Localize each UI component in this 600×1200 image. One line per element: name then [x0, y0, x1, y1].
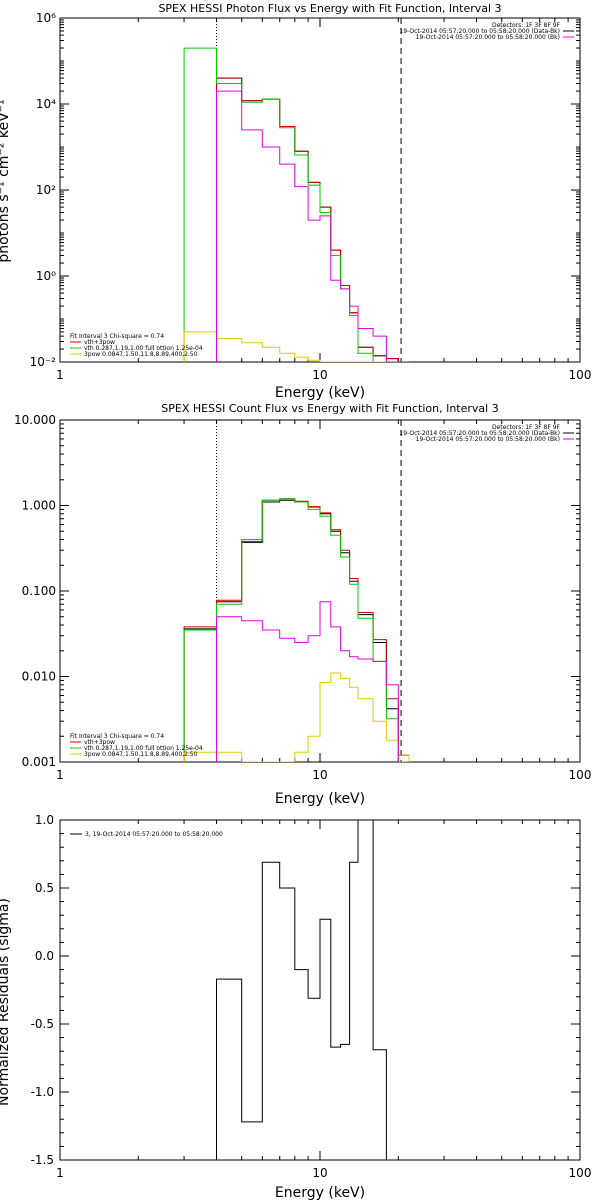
legend-text: Fit Interval 3 Chi-square = 0.74 [70, 733, 164, 740]
series-line [183, 672, 410, 762]
legend-text: 19-Oct-2014 05:57:20.000 to 05:58:20.000… [416, 436, 560, 443]
x-tick-label: 10 [312, 368, 327, 382]
y-tick-label: -1.5 [31, 1153, 54, 1167]
x-tick-label: 1 [56, 1166, 64, 1180]
count-flux-panel: SPEX HESSI Count Flux vs Energy with Fit… [14, 402, 591, 807]
y-tick-label: 1.0 [35, 813, 54, 827]
x-tick-label: 1 [56, 368, 64, 382]
x-axis-label: Energy (keV) [275, 385, 365, 401]
y-tick-label: 10⁻² [30, 355, 57, 369]
series-line [216, 601, 399, 762]
x-tick-label: 10 [312, 768, 327, 782]
y-tick-label: 0.0 [35, 949, 54, 963]
legend-text: 19-Oct-2014 05:57:20.000 to 05:58:20.000… [416, 34, 560, 41]
legend-text: vth+3pow [84, 339, 115, 346]
x-axis-label: Energy (keV) [275, 791, 365, 807]
y-tick-label: 10.000 [14, 413, 56, 427]
x-tick-label: 100 [569, 368, 592, 382]
y-tick-label: 10⁰ [36, 269, 56, 283]
series-line [183, 499, 410, 762]
y-tick-label: 0.5 [35, 881, 54, 895]
legend-text: Detectors: 1F 3F 8F 9F [492, 424, 561, 431]
legend-text: 19-Oct-2014 05:57:20.000 to 05:58:20.000… [399, 430, 560, 437]
series-group [183, 498, 410, 762]
legend-text: Fit Interval 3 Chi-square = 0.74 [70, 333, 164, 340]
legend-text: vth 0.287,1.19,1.00 full ottion 1.25e-04 [84, 745, 203, 752]
x-tick-label: 100 [569, 768, 592, 782]
series-line [183, 498, 410, 762]
x-tick-label: 1 [56, 768, 64, 782]
y-tick-label: -1.0 [31, 1085, 54, 1099]
photon-flux-panel: SPEX HESSI Photon Flux vs Energy with Fi… [0, 2, 591, 401]
series-line [183, 498, 409, 762]
x-axis-label: Energy (keV) [275, 1185, 365, 1200]
y-tick-label: -0.5 [31, 1017, 54, 1031]
y-tick-label: 0.001 [22, 755, 56, 769]
series-line [216, 820, 399, 1160]
legend-text: vth 0.287,1.19,1.00 full ottion 1.25e-04 [84, 345, 203, 352]
series-group [216, 820, 399, 1160]
series-line [216, 90, 399, 362]
y-tick-label: 10⁴ [36, 97, 56, 111]
chart-title: SPEX HESSI Photon Flux vs Energy with Fi… [158, 2, 501, 15]
x-tick-label: 100 [569, 1166, 592, 1180]
legend-text: 3pow 0.0847,1.50,11.8,8.89,400,2.50 [84, 351, 198, 358]
chart-title: SPEX HESSI Count Flux vs Energy with Fit… [161, 402, 498, 415]
legend-text: Detectors: 1F 3F 8F 9F [492, 22, 561, 29]
x-tick-label: 10 [312, 1166, 327, 1180]
legend-text: 3, 19-Oct-2014 05:57:20.000 to 05:58:20.… [85, 831, 223, 838]
y-tick-label: 10⁶ [36, 11, 56, 25]
series-group [183, 47, 409, 362]
y-tick-label: 10² [36, 183, 56, 197]
series-line [183, 331, 387, 362]
series-line [183, 47, 387, 362]
y-axis-label: photons s⁻¹ cm⁻² keV⁻¹ [0, 99, 12, 262]
legend-text: vth+3pow [84, 739, 115, 746]
y-tick-label: 0.010 [22, 670, 56, 684]
residuals-panel: Normalized Residuals (sigma) Energy (keV… [0, 813, 591, 1200]
y-tick-label: 0.100 [22, 584, 56, 598]
y-tick-label: 1.000 [22, 499, 56, 513]
y-axis-label: Normalized Residuals (sigma) [0, 898, 12, 1106]
legend-text: 3pow 0.0847,1.50,11.8,8.89,400,2.50 [84, 751, 198, 758]
legend-text: 19-Oct-2014 05:57:20.000 to 05:58:20.000… [399, 28, 560, 35]
